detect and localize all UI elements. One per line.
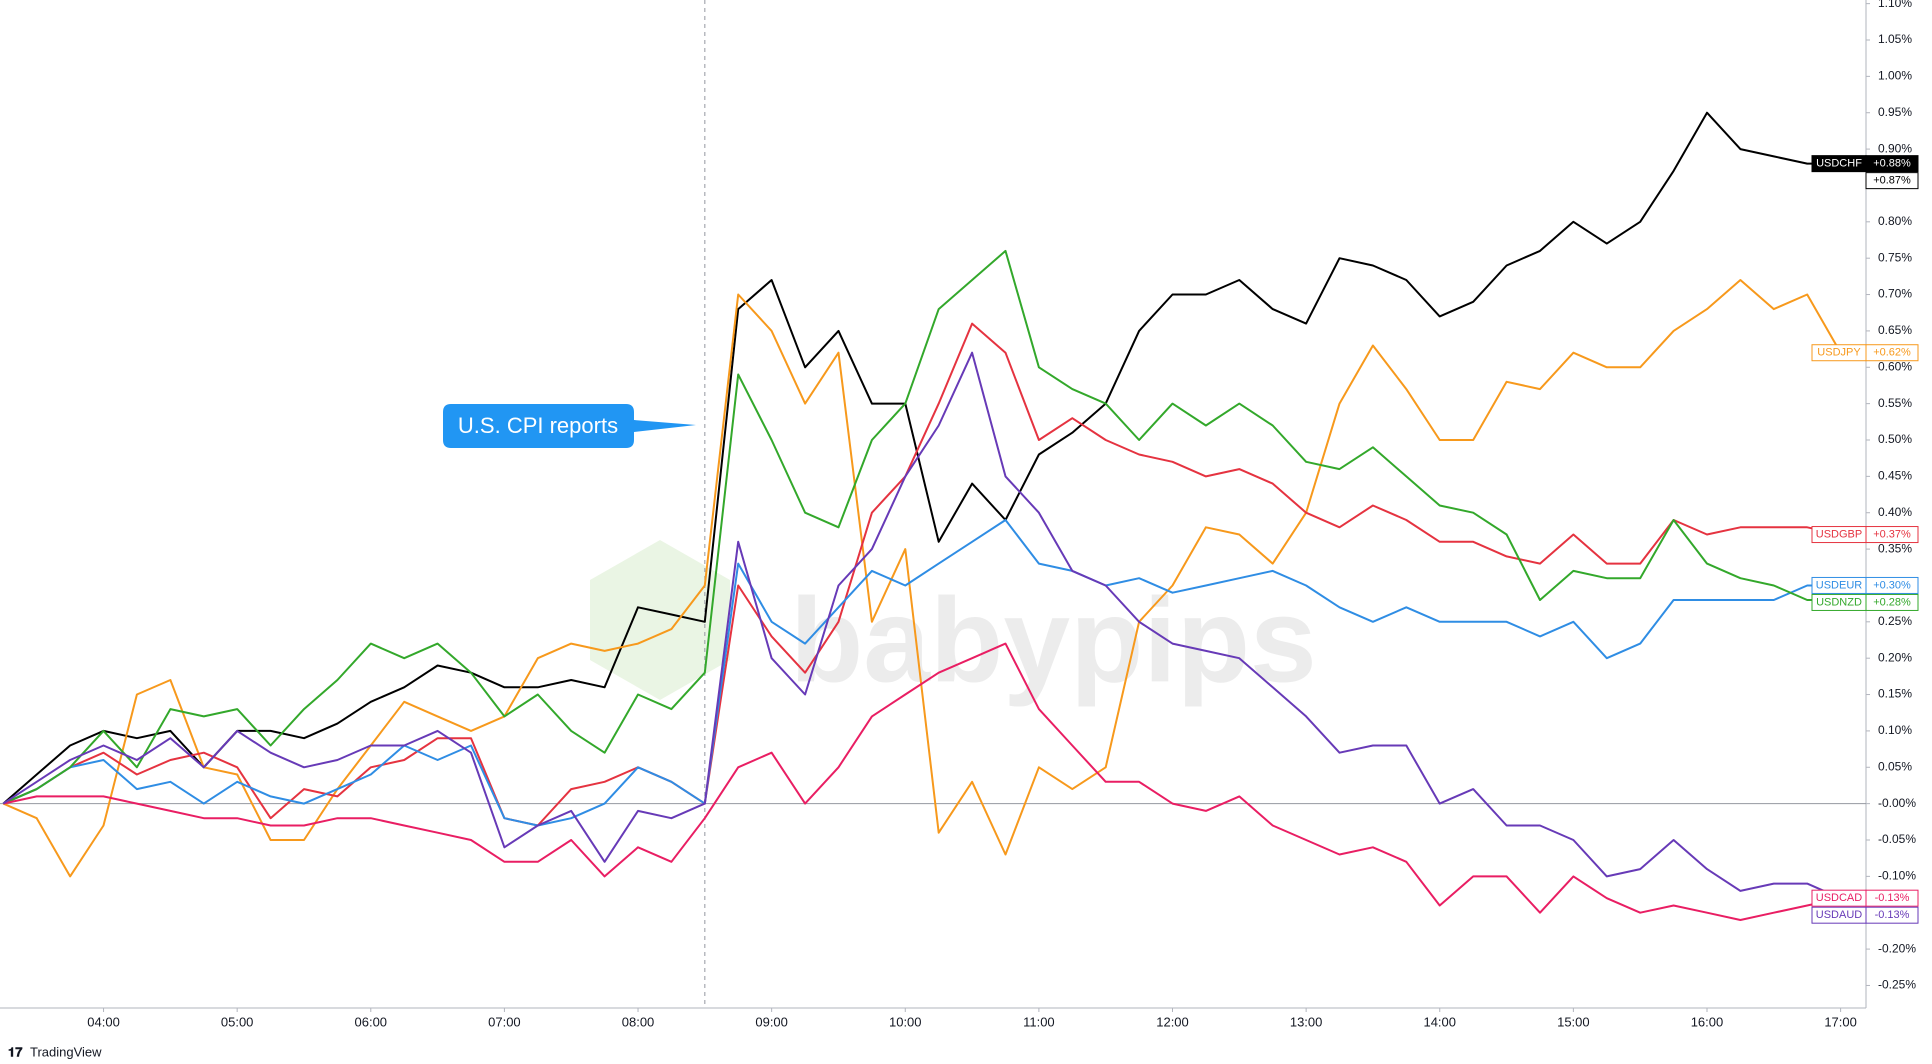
y-tick-label: 0.80% <box>1878 214 1912 228</box>
legend-name: USDEUR <box>1816 579 1863 591</box>
y-tick-label: 0.10% <box>1878 723 1912 737</box>
price-label: +0.37% <box>1873 528 1911 540</box>
x-tick-label: 06:00 <box>355 1014 388 1029</box>
y-tick-label: -0.05% <box>1878 832 1916 846</box>
x-tick-label: 16:00 <box>1691 1014 1724 1029</box>
legend-name: USDNZD <box>1816 596 1862 608</box>
footer: TradingView <box>30 1044 102 1059</box>
series-line <box>2 351 1842 900</box>
footer-group: 𝟏𝟕 TradingView <box>8 1044 102 1059</box>
footer-logo: 𝟏𝟕 <box>8 1044 23 1059</box>
price-tag <box>1865 526 1919 544</box>
x-tick-label: 09:00 <box>755 1014 788 1029</box>
y-tick-label: 1.05% <box>1878 32 1912 46</box>
y-tick-label: 0.25% <box>1878 614 1912 628</box>
y-tick-label: 0.45% <box>1878 469 1912 483</box>
series-line <box>2 279 1842 878</box>
y-tick-label: 0.70% <box>1878 287 1912 301</box>
annotation: U.S. CPI reports <box>458 413 618 438</box>
series-line <box>2 322 1841 827</box>
series-line <box>3 642 1841 921</box>
price-label-secondary: +0.87% <box>1873 175 1911 187</box>
x-tick-label: 17:00 <box>1824 1014 1857 1029</box>
y-tick-label: 1.10% <box>1878 0 1912 10</box>
y-tick-label: 0.40% <box>1878 505 1912 519</box>
y-tick-label: -0.25% <box>1878 978 1916 992</box>
price-label: -0.13% <box>1875 892 1910 904</box>
price-label: +0.30% <box>1873 579 1911 591</box>
price-label: -0.13% <box>1875 909 1910 921</box>
y-tick-label: 0.55% <box>1878 396 1912 410</box>
y-tick-label: 0.60% <box>1878 359 1912 373</box>
x-tick-label: 10:00 <box>889 1014 922 1029</box>
price-tag <box>1865 906 1919 924</box>
y-tick-label: 0.90% <box>1878 141 1912 155</box>
x-tick-label: 04:00 <box>87 1014 120 1029</box>
x-tick-label: 13:00 <box>1290 1014 1323 1029</box>
price-tag <box>1865 155 1919 173</box>
y-tick-label: 0.20% <box>1878 650 1912 664</box>
legend-name: USDGBP <box>1816 528 1862 540</box>
series-line <box>2 519 1841 827</box>
price-tag <box>1865 889 1919 907</box>
price-tag <box>1865 344 1919 362</box>
x-tick-label: 14:00 <box>1423 1014 1456 1029</box>
y-tick-label: 0.95% <box>1878 105 1912 119</box>
x-tick-label: 12:00 <box>1156 1014 1189 1029</box>
price-label: +0.28% <box>1873 596 1911 608</box>
x-tick-label: 08:00 <box>622 1014 655 1029</box>
y-tick-label: -0.00% <box>1878 796 1916 810</box>
price-label: +0.62% <box>1873 347 1911 359</box>
y-tick-label: 0.15% <box>1878 687 1912 701</box>
price-tag <box>1865 576 1919 594</box>
price-tag-secondary <box>1865 172 1919 190</box>
price-tags: USDCHF +0.88% +0.87% USDJPY +0.62% USDGBP +0.3… <box>1811 155 1919 924</box>
callout-box <box>443 404 696 448</box>
x-tick-label: 07:00 <box>488 1014 521 1029</box>
series-line <box>2 249 1841 805</box>
y-tick-label: -0.20% <box>1878 941 1916 955</box>
y-tick-label: 0.75% <box>1878 250 1912 264</box>
legend-name: USDCAD <box>1816 892 1863 904</box>
y-tick-label: 0.35% <box>1878 541 1912 555</box>
watermark-group: babypips <box>590 540 1317 708</box>
y-tick-label: 0.65% <box>1878 323 1912 337</box>
x-tick-label: 11:00 <box>1023 1014 1055 1029</box>
legend-name: USDAUD <box>1816 909 1863 921</box>
watermark-logo <box>590 540 730 700</box>
y-tick-label: 0.05% <box>1878 759 1912 773</box>
y-tick-label: 1.00% <box>1878 69 1912 83</box>
watermark: babypips <box>790 574 1317 708</box>
y-tick-label: -0.10% <box>1878 869 1916 883</box>
callout: U.S. CPI reports <box>443 404 696 448</box>
series-line <box>2 111 1841 805</box>
y-tick-label: 0.50% <box>1878 432 1912 446</box>
price-label: +0.88% <box>1873 158 1911 170</box>
x-tick-label: 15:00 <box>1557 1014 1590 1029</box>
legend-name: USDJPY <box>1817 347 1861 359</box>
x-tick-label: 05:00 <box>221 1014 254 1029</box>
legend-name: USDCHF <box>1816 158 1862 170</box>
price-tag <box>1865 593 1919 611</box>
